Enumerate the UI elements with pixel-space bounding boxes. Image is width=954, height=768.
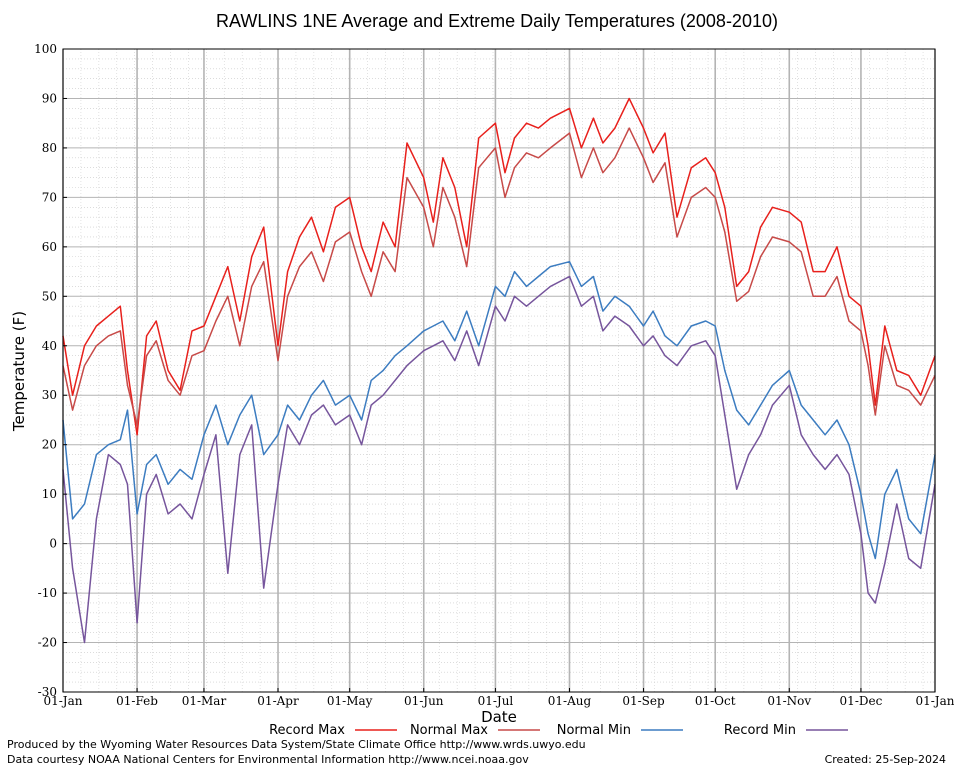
- x-tick-label: 01-Aug: [548, 694, 592, 708]
- legend: Record Max Normal Max Normal Min Record Min: [269, 723, 848, 738]
- y-tick-label: 70: [42, 190, 57, 204]
- x-tick-label: 01-Nov: [767, 694, 811, 708]
- x-tick-label: 01-Sep: [622, 694, 665, 708]
- y-tick-label: 0: [49, 537, 57, 551]
- series-lines: [62, 97, 936, 644]
- y-tick-label: 50: [42, 289, 57, 303]
- x-tick-label: 01-Jan: [915, 694, 954, 708]
- series-record-min: [62, 275, 936, 644]
- x-tick-label: 01-May: [327, 694, 373, 708]
- y-tick-label: 60: [42, 240, 57, 254]
- x-tick-label: 01-Feb: [116, 694, 158, 708]
- legend-label-record-min: Record Min: [724, 723, 796, 738]
- x-tick-label: 01-Jan: [43, 694, 82, 708]
- footer-created-date: Created: 25-Sep-2024: [824, 753, 946, 766]
- x-axis-ticks: 01-Jan 01-Feb 01-Mar 01-Apr 01-May 01-Jun 01-J…: [43, 688, 954, 708]
- series-record-max: [62, 97, 936, 436]
- x-tick-label: 01-Mar: [182, 694, 227, 708]
- legend-label-normal-max: Normal Max: [410, 723, 488, 738]
- legend-label-normal-min: Normal Min: [557, 723, 631, 738]
- y-tick-label: -20: [38, 636, 57, 650]
- y-axis-label: Temperature (F): [10, 311, 28, 432]
- y-tick-label: 100: [34, 42, 57, 56]
- y-tick-label: 10: [42, 487, 57, 501]
- x-tick-label: 01-Dec: [840, 694, 883, 708]
- footer-credit-producer: Produced by the Wyoming Water Resources …: [7, 738, 586, 751]
- legend-label-record-max: Record Max: [269, 723, 345, 738]
- y-tick-label: -30: [38, 685, 57, 699]
- x-axis-label: Date: [481, 708, 517, 726]
- y-tick-label: 30: [42, 388, 57, 402]
- x-tick-label: 01-Apr: [257, 694, 299, 708]
- y-tick-label: -10: [38, 586, 57, 600]
- x-tick-label: 01-Jul: [478, 694, 514, 708]
- series-normal-min: [62, 260, 936, 560]
- series-normal-max: [62, 127, 936, 426]
- y-tick-label: 40: [42, 339, 57, 353]
- y-tick-label: 90: [42, 91, 57, 105]
- plot-frame: [62, 48, 936, 693]
- y-tick-label: 20: [42, 438, 57, 452]
- y-tick-label: 80: [42, 141, 57, 155]
- footer-credit-data: Data courtesy NOAA National Centers for …: [7, 753, 529, 766]
- x-tick-label: 01-Oct: [695, 694, 736, 708]
- x-tick-label: 01-Jun: [404, 694, 444, 708]
- chart-title: RAWLINS 1NE Average and Extreme Daily Te…: [216, 11, 778, 31]
- y-axis-ticks: -30 -20 -10 0 10 20 30 40 50 60 70 80 90 100: [34, 42, 67, 699]
